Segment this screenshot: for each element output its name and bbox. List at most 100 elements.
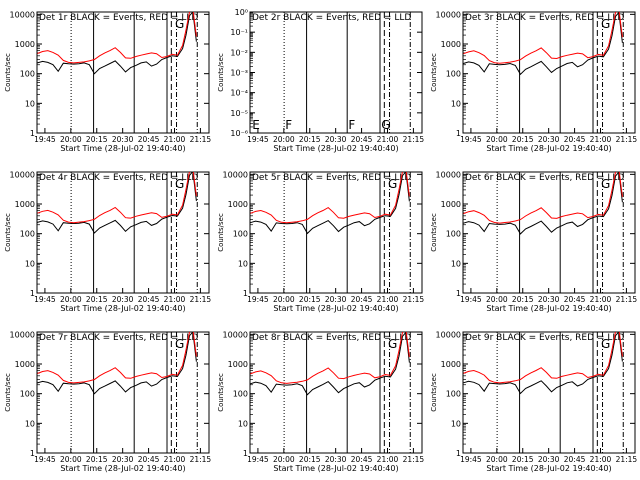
y-tick-label: 10000	[10, 330, 35, 339]
x-tick-label: 21:00	[590, 295, 612, 304]
y-tick-label: 10⁻²	[230, 48, 248, 57]
series-line-lld	[250, 172, 410, 224]
y-tick-label: 10	[25, 419, 35, 428]
panel-det-9: Det 9r BLACK = Events, RED = LLD Counts/s…	[430, 330, 637, 473]
y-tick-label: 100	[446, 230, 461, 239]
x-tick-label: 20:15	[86, 455, 108, 464]
series-line-lld	[463, 12, 623, 64]
x-tick-label: 19:45	[34, 135, 56, 144]
series-line-events	[37, 12, 197, 75]
y-tick-label: 1000	[228, 360, 248, 369]
y-axis-label: Counts/sec	[4, 213, 12, 252]
y-tick-label: 10000	[436, 330, 461, 339]
x-tick-label: 21:00	[590, 135, 612, 144]
y-tick-label: 1	[243, 449, 248, 458]
x-tick-label: 20:45	[138, 295, 160, 304]
y-tick-label: 10⁰	[235, 8, 248, 17]
y-tick-label: 10000	[10, 170, 35, 179]
y-tick-label: 1000	[15, 40, 35, 49]
series-line-lld	[463, 172, 623, 224]
y-tick-label: 10⁻⁴	[230, 89, 248, 98]
y-tick-label: 10	[25, 99, 35, 108]
panel-det-8: Det 8r BLACK = Events, RED = LLD Counts/s…	[217, 330, 424, 473]
y-axis-label: Counts/sec	[430, 53, 438, 92]
x-tick-label: 20:00	[273, 135, 295, 144]
x-axis-label: Start Time (28-Jul-02 19:40:40)	[273, 464, 398, 473]
y-tick-label: 100	[20, 390, 35, 399]
x-tick-label: 21:00	[164, 295, 186, 304]
x-tick-label: 20:45	[351, 295, 373, 304]
y-tick-label: 1000	[15, 200, 35, 209]
x-axis-label: Start Time (28-Jul-02 19:40:40)	[273, 304, 398, 313]
y-tick-label: 10⁻¹	[230, 28, 248, 37]
x-tick-label: 19:45	[247, 135, 269, 144]
series-line-lld	[37, 332, 197, 384]
panel-det-1: Det 1r BLACK = Events, RED = LLD Counts/s…	[4, 10, 211, 153]
panel-det-7: Det 7r BLACK = Events, RED = LLD Counts/s…	[4, 330, 211, 473]
annotation-label: G	[388, 337, 397, 351]
y-tick-label: 100	[233, 230, 248, 239]
x-tick-label: 20:15	[512, 295, 534, 304]
chart-title: Det 4r BLACK = Events, RED = LLD	[39, 173, 198, 183]
y-tick-label: 1	[456, 289, 461, 298]
series-line-events	[250, 172, 410, 235]
series-group	[463, 172, 623, 235]
x-tick-label: 20:00	[60, 455, 82, 464]
series-group	[463, 332, 623, 395]
y-tick-label: 10	[238, 419, 248, 428]
x-tick-label: 19:45	[247, 295, 269, 304]
x-axis-label: Start Time (28-Jul-02 19:40:40)	[486, 464, 611, 473]
y-tick-label: 10000	[10, 10, 35, 19]
x-tick-label: 20:00	[273, 455, 295, 464]
panel-det-4: Det 4r BLACK = Events, RED = LLD Counts/s…	[4, 170, 211, 313]
x-tick-label: 20:30	[538, 135, 560, 144]
y-tick-label: 10	[451, 99, 461, 108]
x-tick-label: 19:45	[460, 135, 482, 144]
series-line-lld	[37, 12, 197, 64]
x-tick-label: 20:45	[351, 135, 373, 144]
chart-title: Det 6r BLACK = Events, RED = LLD	[465, 173, 624, 183]
x-tick-label: 21:00	[164, 135, 186, 144]
x-tick-label: 21:00	[377, 455, 399, 464]
x-tick-label: 19:45	[34, 295, 56, 304]
y-tick-label: 1000	[228, 200, 248, 209]
x-tick-label: 20:00	[60, 295, 82, 304]
series-line-events	[463, 332, 623, 395]
x-axis-label: Start Time (28-Jul-02 19:40:40)	[486, 304, 611, 313]
y-tick-label: 1000	[441, 200, 461, 209]
x-tick-label: 20:45	[564, 135, 586, 144]
x-tick-label: 20:00	[486, 455, 508, 464]
x-tick-label: 20:45	[138, 455, 160, 464]
x-tick-label: 20:45	[351, 455, 373, 464]
panel-det-6: Det 6r BLACK = Events, RED = LLD Counts/s…	[430, 170, 637, 313]
chart-title: Det 9r BLACK = Events, RED = LLD	[465, 333, 624, 343]
y-axis-label: Counts/sec	[430, 213, 438, 252]
y-tick-label: 1	[456, 449, 461, 458]
x-tick-label: 21:15	[616, 135, 638, 144]
annotation-label: G	[381, 118, 390, 132]
chart-title: Det 7r BLACK = Events, RED = LLD	[39, 333, 198, 343]
x-tick-label: 20:00	[486, 135, 508, 144]
y-tick-label: 100	[233, 390, 248, 399]
chart-title: Det 3r BLACK = Events, RED = LLD	[465, 13, 624, 23]
y-tick-label: 1	[30, 289, 35, 298]
series-group	[37, 172, 197, 234]
y-tick-label: 1	[456, 129, 461, 138]
y-tick-label: 10	[451, 259, 461, 268]
y-tick-label: 1000	[15, 360, 35, 369]
x-axis-label: Start Time (28-Jul-02 19:40:40)	[60, 144, 185, 153]
x-tick-label: 20:15	[86, 135, 108, 144]
x-tick-label: 19:45	[247, 455, 269, 464]
series-group	[37, 12, 197, 75]
annotation-label: G	[175, 17, 184, 31]
y-axis-label: Counts/sec	[4, 53, 12, 92]
y-tick-label: 1	[30, 449, 35, 458]
chart-title: Det 1r BLACK = Events, RED = LLD	[39, 13, 198, 23]
chart-title: Det 5r BLACK = Events, RED = LLD	[252, 173, 411, 183]
y-axis-label: Counts/sec	[217, 53, 225, 92]
y-tick-label: 10⁻⁶	[230, 129, 248, 138]
x-tick-label: 20:30	[112, 135, 134, 144]
x-tick-label: 20:30	[325, 455, 347, 464]
x-tick-label: 20:30	[538, 455, 560, 464]
y-axis-label: Counts/sec	[4, 373, 12, 412]
